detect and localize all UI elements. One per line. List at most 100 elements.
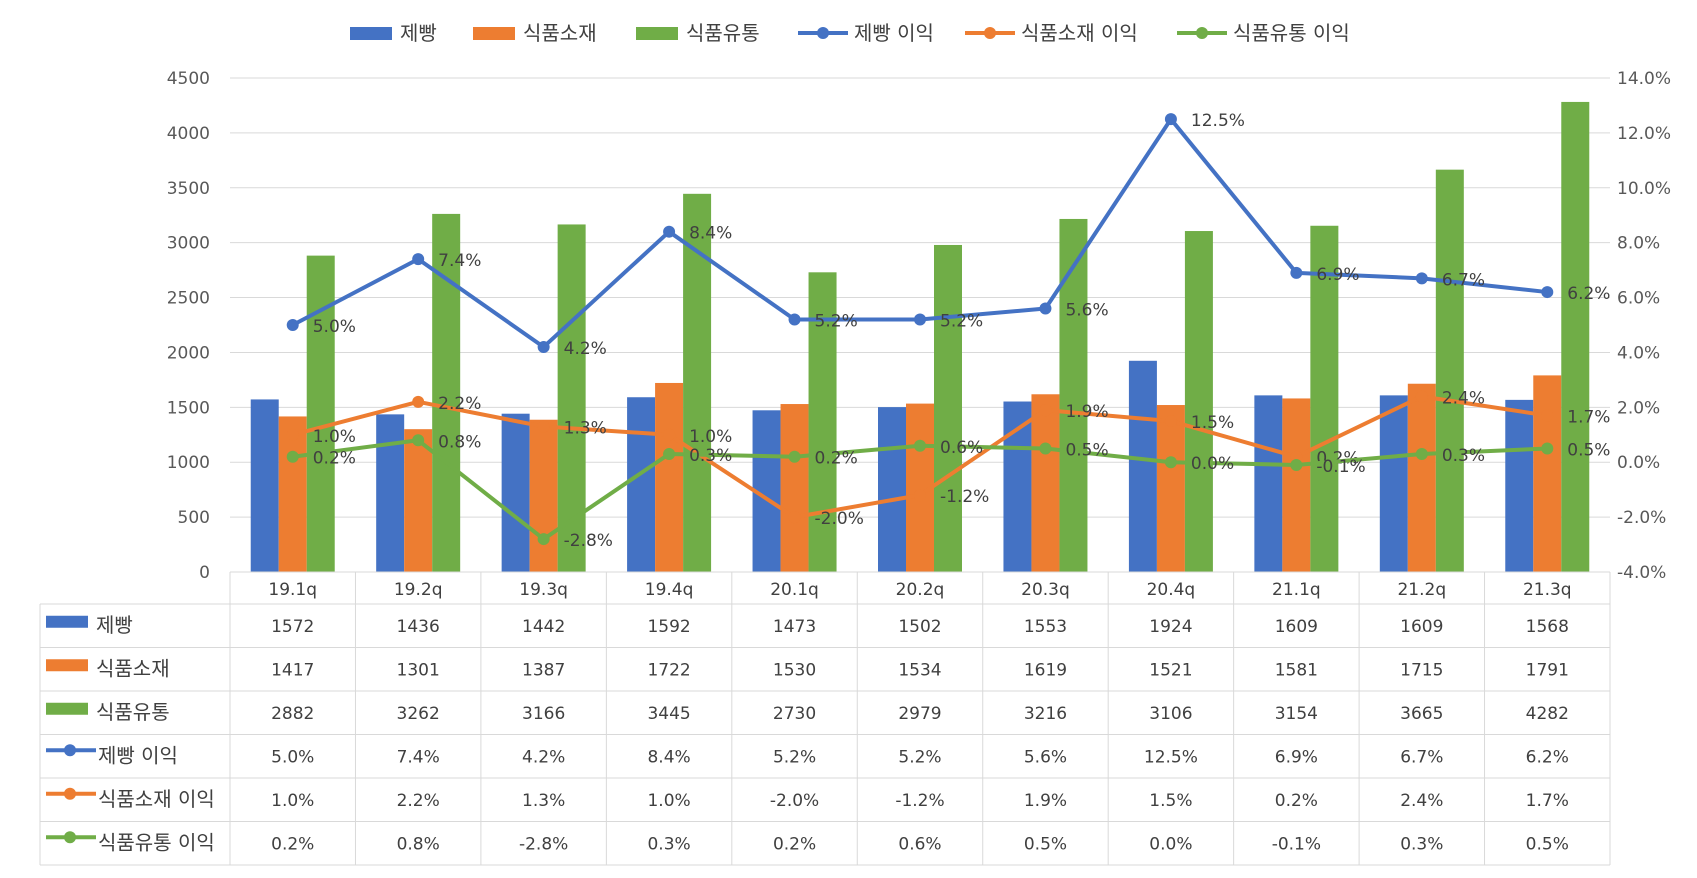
y-left-tick-label: 1500 — [167, 398, 210, 418]
table-cell: 3445 — [647, 704, 690, 724]
y-left-tick-label: 2500 — [167, 289, 210, 309]
data-label-3: 0.3% — [1442, 446, 1485, 466]
table-cell: 1417 — [271, 660, 314, 680]
x-tick-label: 19.2q — [394, 580, 443, 600]
data-label-3: -2.8% — [564, 531, 613, 551]
table-cell: 1791 — [1526, 660, 1569, 680]
legend-marker — [1196, 27, 1208, 39]
bar-3 — [808, 272, 837, 572]
table-cell: 1553 — [1024, 617, 1067, 637]
table-cell: 3154 — [1275, 704, 1318, 724]
x-tick-label: 19.4q — [645, 580, 694, 600]
line-point-2 — [1164, 415, 1177, 428]
y-right-tick-label: 2.0% — [1617, 398, 1660, 418]
data-label-3: 0.2% — [313, 449, 356, 469]
line-point-2 — [663, 428, 676, 441]
line-point-3 — [1541, 442, 1554, 455]
bar-1 — [250, 399, 279, 572]
line-point-1 — [914, 313, 926, 326]
line-point-2 — [412, 395, 425, 408]
bar-1 — [1379, 395, 1408, 572]
bar-3 — [1561, 101, 1590, 573]
table-cell: -2.8% — [519, 834, 568, 854]
table-cell: 6.9% — [1275, 747, 1318, 767]
data-label-1: 5.0% — [313, 317, 356, 337]
table-cell: 1387 — [522, 660, 565, 680]
bar-2 — [780, 404, 809, 572]
table-cell: 8.4% — [647, 747, 690, 767]
y-right-tick-label: 4.0% — [1617, 343, 1660, 363]
table-row-key-marker — [64, 744, 76, 757]
table-cell: 1.0% — [271, 791, 314, 811]
bar-1 — [627, 397, 656, 572]
table-cell: 0.2% — [271, 834, 314, 854]
table-cell: 6.7% — [1400, 747, 1443, 767]
axes: 0 500 1000 1500 2000 2500 3000 3500 4000 4500 -4.0… — [167, 69, 1671, 583]
y-right-tick-label: 0.0% — [1617, 453, 1660, 473]
data-label-1: 8.4% — [689, 224, 732, 244]
table-cell: 1534 — [898, 660, 941, 680]
legend-label: 식품유통 이익 — [1233, 21, 1350, 45]
bar-2 — [529, 419, 558, 572]
table-cell: 1609 — [1275, 617, 1318, 637]
line-point-3 — [1415, 447, 1428, 460]
bar-series-group — [250, 101, 1590, 573]
y-left-tick-label: 3000 — [167, 234, 210, 254]
table-row-header: 식품유통 이익 — [98, 830, 215, 854]
table-cell: 1609 — [1400, 617, 1443, 637]
table-cell: 1.5% — [1149, 791, 1192, 811]
y-left-tick-label: 500 — [178, 508, 210, 528]
table-cell: 1924 — [1149, 617, 1192, 637]
legend-label: 식품소재 이익 — [1021, 21, 1138, 45]
line-point-2 — [286, 428, 299, 441]
line-point-3 — [663, 447, 676, 460]
y-left-tick-label: 0 — [199, 563, 210, 583]
table-cell: 3665 — [1400, 704, 1443, 724]
data-label-3: 0.3% — [689, 446, 732, 466]
bar-1 — [1128, 360, 1157, 572]
line-point-2 — [1415, 390, 1428, 403]
y-left-tick-label: 1000 — [167, 453, 210, 473]
table-cell: 2730 — [773, 704, 816, 724]
line-point-3 — [1039, 442, 1052, 455]
data-label-1: 12.5% — [1191, 111, 1245, 131]
legend-swatch — [473, 27, 515, 40]
line-point-1 — [663, 225, 676, 238]
table-cell: 1581 — [1275, 660, 1318, 680]
y-left-tick-label: 2000 — [167, 343, 210, 363]
x-tick-label: 20.3q — [1021, 580, 1070, 600]
line-point-3 — [1290, 458, 1303, 471]
x-tick-label: 20.4q — [1147, 580, 1196, 600]
y-right-tick-label: -4.0% — [1617, 563, 1666, 583]
x-tick-label: 21.1q — [1272, 580, 1321, 600]
line-point-1 — [537, 340, 550, 353]
table-cell: 1301 — [397, 660, 440, 680]
table-row-key-marker — [64, 787, 76, 800]
bar-3 — [1310, 225, 1339, 572]
data-label-1: 5.2% — [940, 312, 983, 332]
bar-2 — [1031, 394, 1060, 572]
bar-1 — [501, 413, 530, 572]
table-cell: 0.3% — [1400, 834, 1443, 854]
table-cell: 12.5% — [1144, 747, 1198, 767]
bar-2 — [1282, 398, 1311, 572]
x-tick-label: 20.1q — [770, 580, 819, 600]
bar-2 — [1533, 375, 1562, 572]
data-label-1: 5.6% — [1065, 301, 1108, 321]
bar-2 — [1156, 405, 1185, 572]
line-point-1 — [1415, 272, 1428, 285]
data-label-2: -1.2% — [940, 487, 989, 507]
line-point-3 — [788, 450, 801, 463]
table-cell: 1.3% — [522, 791, 565, 811]
data-label-2: 1.5% — [1191, 413, 1234, 433]
line-point-2 — [914, 489, 926, 502]
data-label-3: 0.5% — [1567, 441, 1610, 461]
table-cell: 1436 — [397, 617, 440, 637]
line-point-1 — [1290, 266, 1303, 279]
table-cell: 4282 — [1526, 704, 1569, 724]
data-label-2: 1.7% — [1567, 408, 1610, 428]
table-cell: 2.2% — [397, 791, 440, 811]
legend-label: 제빵 이익 — [854, 21, 934, 45]
table-cell: 5.2% — [773, 747, 816, 767]
